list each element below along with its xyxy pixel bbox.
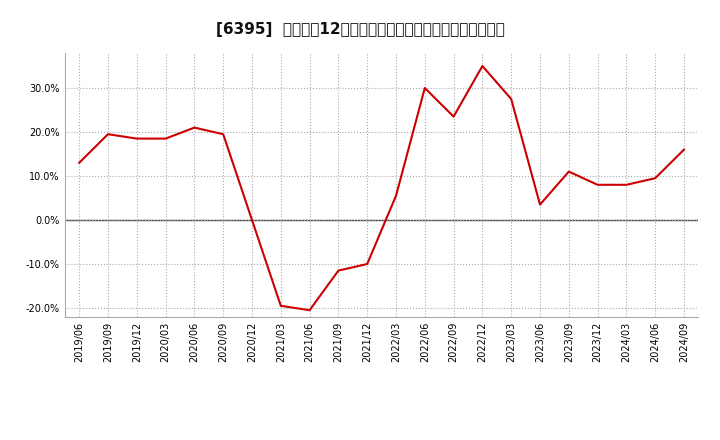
- Text: [6395]  売上高の12か月移動合計の対前年同期増減率の推移: [6395] 売上高の12か月移動合計の対前年同期増減率の推移: [215, 22, 505, 37]
